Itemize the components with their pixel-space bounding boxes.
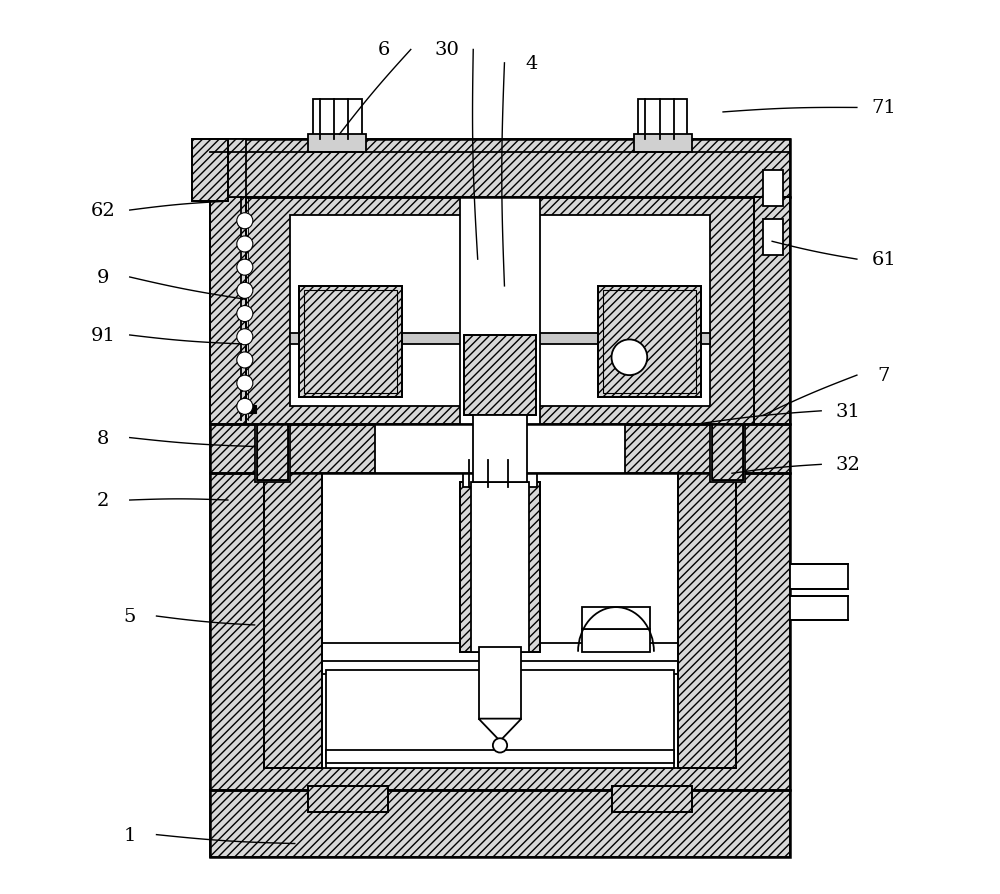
Circle shape [237, 375, 253, 392]
Text: 91: 91 [91, 326, 115, 344]
Text: 2: 2 [97, 492, 109, 510]
Text: 6: 6 [378, 41, 390, 59]
Bar [290, 215, 710, 407]
Bar [299, 287, 402, 398]
Bar [634, 135, 692, 153]
Bar [598, 287, 701, 398]
Bar [712, 422, 743, 480]
Bar [471, 483, 529, 652]
Bar [460, 483, 540, 652]
Bar [290, 333, 710, 344]
Text: 30: 30 [434, 41, 459, 59]
Bar [210, 139, 790, 198]
Bar [326, 750, 674, 763]
Bar [710, 416, 745, 483]
Bar [460, 483, 540, 652]
Bar [790, 565, 848, 590]
Polygon shape [479, 719, 521, 741]
Bar [210, 425, 790, 474]
Bar [463, 460, 537, 487]
Bar [210, 198, 246, 425]
Bar [678, 474, 736, 768]
Bar [210, 139, 246, 198]
Bar [210, 790, 790, 857]
Circle shape [237, 237, 253, 253]
Bar [582, 629, 650, 652]
Bar [192, 139, 228, 202]
Circle shape [237, 352, 253, 368]
Text: 61: 61 [871, 251, 896, 269]
Text: 4: 4 [525, 55, 537, 72]
Text: 1: 1 [124, 826, 136, 844]
Text: 9: 9 [97, 269, 109, 287]
Circle shape [493, 738, 507, 753]
Bar [264, 474, 736, 768]
Bar [612, 786, 692, 813]
Bar [257, 422, 288, 480]
Bar [763, 220, 783, 256]
Bar [464, 335, 536, 416]
Bar [239, 406, 256, 413]
Bar [299, 287, 402, 398]
Bar [210, 198, 790, 425]
Circle shape [237, 306, 253, 322]
Bar [479, 647, 521, 719]
Bar [603, 291, 696, 393]
Bar [308, 786, 388, 813]
Text: 8: 8 [97, 429, 109, 447]
Bar [638, 99, 687, 139]
Bar [210, 139, 790, 198]
Bar [473, 416, 527, 483]
Bar [210, 425, 790, 474]
Bar [304, 661, 696, 674]
Circle shape [237, 260, 253, 276]
Bar [210, 474, 790, 790]
Bar [210, 790, 790, 857]
Bar [754, 198, 790, 425]
Bar [375, 425, 625, 474]
Bar [712, 422, 743, 480]
Bar [264, 474, 322, 768]
Text: 62: 62 [91, 202, 115, 220]
Text: 32: 32 [836, 456, 860, 474]
Bar [264, 643, 736, 665]
Bar [210, 198, 246, 425]
Bar [257, 422, 288, 480]
Circle shape [237, 399, 253, 415]
Text: 71: 71 [871, 99, 896, 117]
Bar [612, 786, 692, 813]
Circle shape [612, 340, 647, 375]
Bar [326, 670, 674, 768]
Bar [754, 198, 790, 425]
Bar [678, 474, 736, 768]
Bar [304, 291, 397, 393]
Bar [308, 786, 388, 813]
Circle shape [237, 329, 253, 345]
Text: 7: 7 [877, 367, 890, 384]
Bar [264, 474, 322, 768]
Bar [210, 198, 790, 425]
Text: 31: 31 [836, 402, 860, 420]
Text: 5: 5 [124, 607, 136, 625]
Bar [210, 474, 790, 790]
Bar [308, 135, 366, 153]
Circle shape [237, 283, 253, 299]
Bar [255, 416, 290, 483]
Bar [763, 171, 783, 207]
Bar [582, 607, 650, 629]
Bar [598, 287, 701, 398]
Bar [460, 198, 540, 425]
Bar [790, 595, 848, 620]
Circle shape [237, 214, 253, 230]
Bar [313, 99, 362, 139]
Bar [464, 335, 536, 416]
Bar [192, 139, 228, 202]
